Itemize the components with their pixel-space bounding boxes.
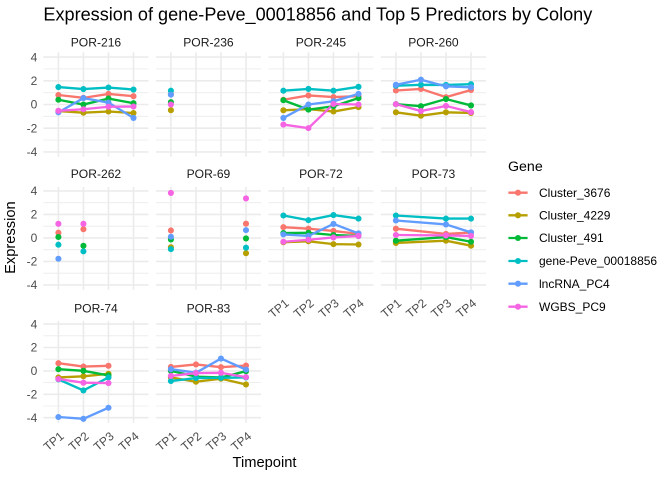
svg-text:-4: -4 bbox=[27, 411, 38, 425]
svg-text:Cluster_491: Cluster_491 bbox=[539, 231, 604, 245]
svg-text:-4: -4 bbox=[27, 145, 38, 159]
svg-text:Expression: Expression bbox=[3, 201, 19, 274]
svg-text:0: 0 bbox=[31, 98, 38, 112]
svg-text:0: 0 bbox=[31, 364, 38, 378]
svg-text:Expression of gene-Peve_000188: Expression of gene-Peve_00018856 and Top… bbox=[43, 4, 593, 25]
svg-text:-2: -2 bbox=[27, 255, 38, 269]
svg-text:-2: -2 bbox=[27, 121, 38, 135]
svg-text:POR-73: POR-73 bbox=[412, 167, 456, 181]
svg-text:gene-Peve_00018856: gene-Peve_00018856 bbox=[539, 254, 657, 268]
svg-text:2: 2 bbox=[31, 208, 38, 222]
svg-text:POR-83: POR-83 bbox=[187, 301, 231, 315]
svg-text:WGBS_PC9: WGBS_PC9 bbox=[539, 300, 606, 314]
svg-text:Gene: Gene bbox=[508, 159, 543, 175]
svg-text:Timepoint: Timepoint bbox=[233, 455, 297, 471]
svg-text:2: 2 bbox=[31, 341, 38, 355]
svg-text:Cluster_4229: Cluster_4229 bbox=[539, 209, 611, 223]
svg-text:POR-69: POR-69 bbox=[187, 167, 231, 181]
svg-text:-4: -4 bbox=[27, 278, 38, 292]
svg-text:lncRNA_PC4: lncRNA_PC4 bbox=[539, 277, 610, 291]
svg-text:2: 2 bbox=[31, 74, 38, 88]
svg-text:0: 0 bbox=[31, 231, 38, 245]
svg-text:POR-260: POR-260 bbox=[408, 35, 459, 49]
svg-text:4: 4 bbox=[31, 50, 38, 64]
svg-text:POR-72: POR-72 bbox=[299, 167, 343, 181]
svg-text:POR-262: POR-262 bbox=[71, 167, 122, 181]
svg-text:POR-74: POR-74 bbox=[74, 301, 118, 315]
svg-text:Cluster_3676: Cluster_3676 bbox=[539, 186, 611, 200]
svg-text:-2: -2 bbox=[27, 388, 38, 402]
svg-text:POR-236: POR-236 bbox=[183, 35, 234, 49]
svg-text:4: 4 bbox=[31, 184, 38, 198]
svg-text:4: 4 bbox=[31, 317, 38, 331]
svg-text:POR-245: POR-245 bbox=[296, 35, 347, 49]
svg-text:POR-216: POR-216 bbox=[71, 35, 122, 49]
